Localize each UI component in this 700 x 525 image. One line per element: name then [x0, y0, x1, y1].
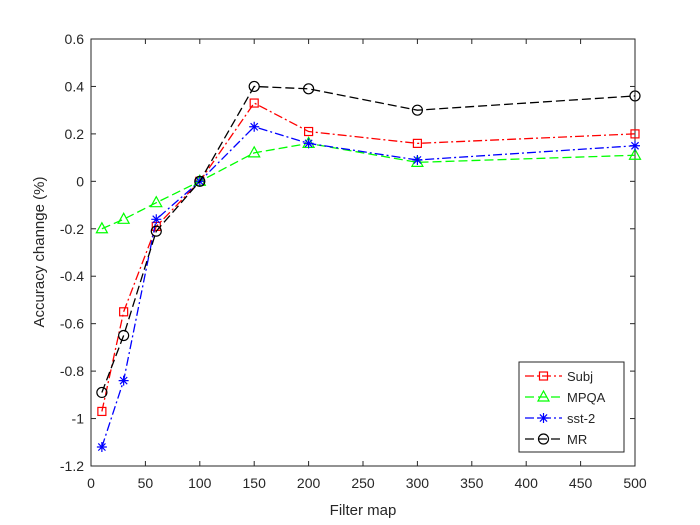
data-point-triangle	[149, 195, 163, 208]
x-tick-label: 50	[138, 475, 154, 491]
data-point-circle	[118, 329, 130, 342]
legend-label: MPQA	[567, 390, 606, 405]
series-mr	[96, 80, 641, 399]
data-point-triangle	[247, 145, 261, 158]
data-point-star	[151, 214, 162, 225]
y-tick-label: 0.4	[65, 78, 85, 94]
legend-marker-star	[538, 413, 549, 423]
data-point-circle	[96, 386, 108, 399]
legend-entry: Subj	[525, 369, 593, 384]
series-line	[101, 85, 636, 393]
x-axis-label: Filter map	[330, 502, 397, 519]
x-tick-label: 350	[460, 475, 484, 491]
legend-marker-circle	[537, 433, 550, 445]
x-tick-label: 450	[569, 475, 593, 491]
y-tick-label: -0.6	[60, 316, 84, 332]
legend-label: sst-2	[567, 411, 595, 426]
data-point-star	[412, 154, 423, 165]
data-point-circle	[411, 104, 423, 116]
data-point-circle	[194, 175, 206, 187]
y-axis-label: Accuracy channge (%)	[31, 177, 48, 328]
data-point-square	[630, 129, 640, 139]
y-tick-label: 0.2	[65, 126, 85, 142]
data-point-star	[96, 442, 107, 453]
data-point-circle	[150, 225, 162, 237]
data-point-square	[249, 98, 259, 108]
data-point-circle	[629, 90, 641, 102]
data-point-square	[119, 307, 129, 317]
data-point-star	[118, 375, 129, 386]
data-point-triangle	[95, 221, 109, 234]
data-point-circle	[303, 83, 315, 95]
data-point-star	[249, 121, 260, 132]
x-tick-label: 500	[623, 475, 647, 491]
legend-marker-square	[538, 371, 549, 381]
x-tick-label: 300	[406, 475, 430, 491]
series-layer	[95, 80, 642, 453]
x-tick-label: 250	[351, 475, 375, 491]
x-tick-label: 200	[297, 475, 321, 491]
data-point-triangle	[628, 147, 642, 160]
legend-entry: MR	[525, 432, 587, 447]
x-tick-label: 400	[515, 475, 539, 491]
y-axis: -1.2 -1 -0.8 -0.6 -0.4 -0.2 0 0.2 0.4 0.6	[60, 31, 635, 474]
data-point-square	[304, 126, 314, 137]
legend-box	[518, 361, 625, 453]
x-tick-label: 150	[243, 475, 267, 491]
data-point-circle	[248, 80, 260, 93]
legend-marker-triangle	[536, 389, 551, 402]
data-point-star	[630, 140, 640, 151]
data-point-square	[412, 138, 422, 148]
y-tick-label: 0	[76, 173, 84, 189]
series-line	[101, 126, 636, 448]
y-tick-label: -1	[72, 411, 85, 427]
x-axis: 0 50 100 150 200 250 300 350 400 450 500	[87, 39, 647, 491]
x-tick-label: 100	[188, 475, 212, 491]
legend-entry: MPQA	[525, 389, 606, 405]
y-tick-label: -1.2	[60, 458, 84, 474]
series-line	[101, 142, 636, 230]
y-tick-label: -0.4	[60, 268, 84, 284]
y-tick-label: -0.8	[60, 363, 84, 379]
legend-label: MR	[567, 432, 587, 447]
data-point-star	[303, 138, 314, 149]
y-tick-label: -0.2	[60, 221, 84, 237]
data-point-triangle	[117, 212, 131, 224]
legend-entry: sst-2	[525, 411, 595, 426]
data-point-square	[97, 406, 107, 417]
data-point-triangle	[410, 155, 424, 167]
legend: Subj MPQA sst-2 MR	[518, 361, 625, 453]
y-tick-label: 0.6	[65, 31, 85, 47]
legend-label: Subj	[567, 369, 593, 384]
x-tick-label: 0	[87, 475, 95, 491]
